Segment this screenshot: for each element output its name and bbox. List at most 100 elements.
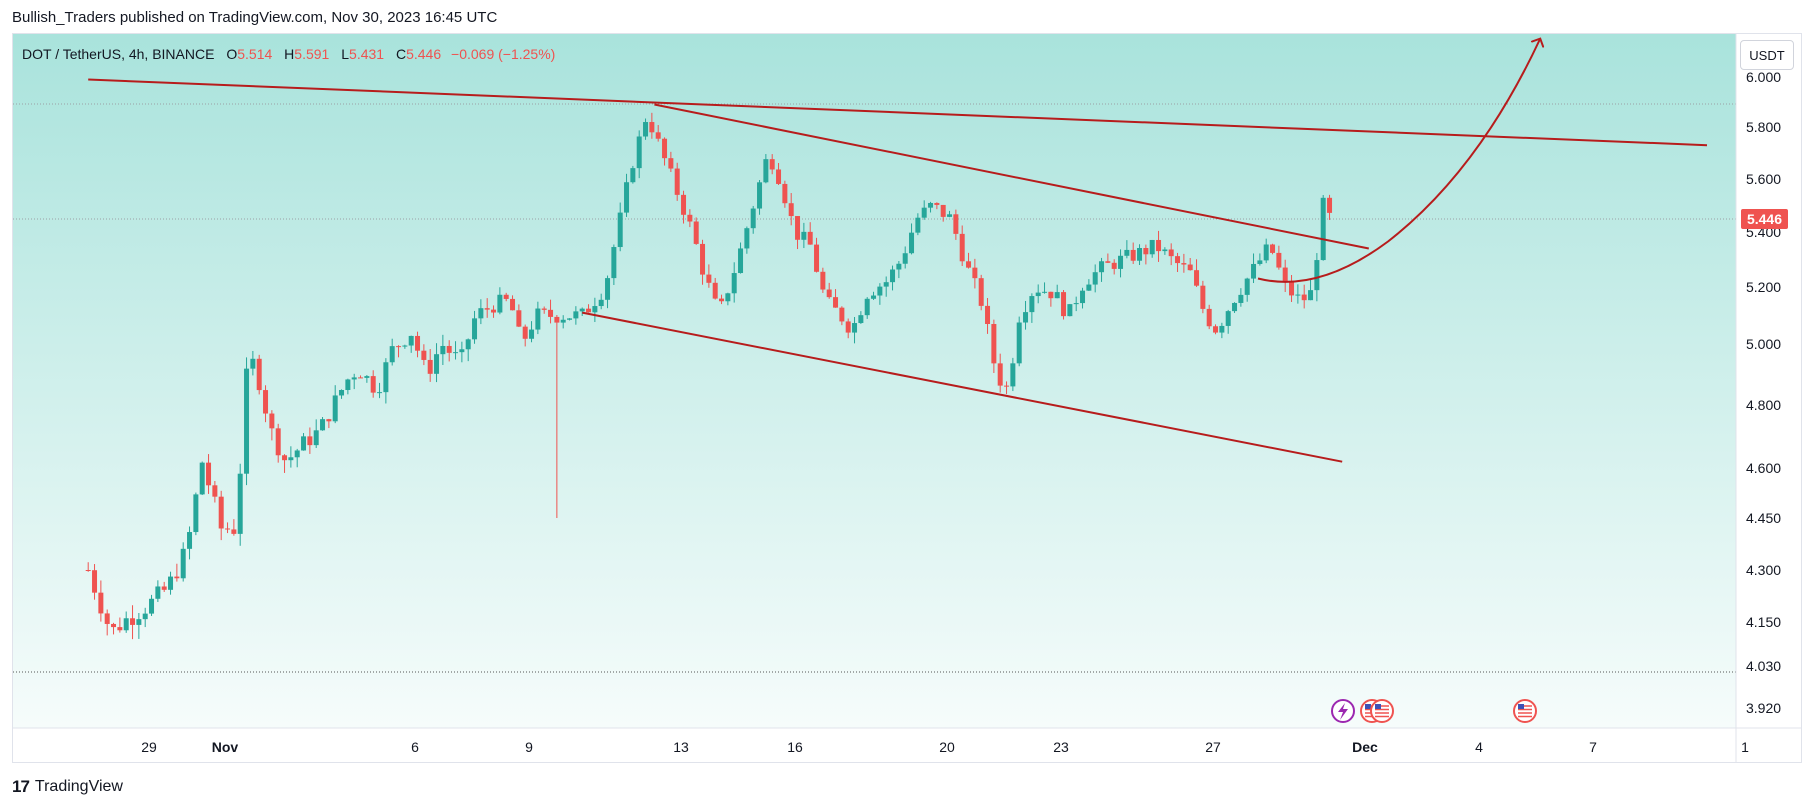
candle-body [1099, 261, 1105, 273]
candle-body [212, 485, 218, 497]
open-value: 5.514 [237, 46, 273, 62]
candle-body [624, 182, 630, 213]
price-tick-label: 4.800 [1746, 397, 1781, 413]
time-axis[interactable]: 29 Nov 6 9 13 16 20 23 27 Dec 4 7 1 [141, 739, 1749, 755]
plot-background [13, 34, 1736, 728]
candle-body [579, 308, 585, 312]
candle-body [187, 532, 193, 549]
candle-body [446, 345, 452, 353]
candle-body [1327, 197, 1333, 213]
candle-body [921, 207, 927, 218]
trendline [654, 103, 1369, 250]
candle-body [269, 413, 275, 429]
candle-body [782, 183, 788, 204]
price-axis[interactable]: 6.0005.8005.6005.4005.2005.0004.8004.600… [1746, 69, 1781, 716]
candle-body [871, 295, 877, 299]
candle-body [1130, 249, 1136, 261]
candle-body [693, 221, 699, 244]
price-tick-label: 5.200 [1746, 279, 1781, 295]
candle-body [972, 267, 978, 279]
candle-body [877, 286, 883, 296]
candle-body [1175, 256, 1181, 264]
candle-body [763, 159, 769, 183]
candle-body [351, 377, 357, 380]
tradingview-logo-icon: 17 [12, 777, 30, 796]
candle-body [180, 548, 186, 579]
candle-body [415, 335, 421, 351]
candle-body [712, 282, 718, 299]
candle-body [85, 570, 91, 571]
candle-body [573, 311, 579, 319]
candle-body [1194, 270, 1200, 286]
price-tick-label: 6.000 [1746, 69, 1781, 85]
candle-body [567, 318, 573, 320]
candle-body [453, 352, 459, 354]
candle-body [1048, 291, 1054, 299]
candle-body [1162, 249, 1168, 252]
lightning-bolt-icon [1338, 703, 1348, 720]
candle-body [592, 306, 598, 313]
candle-body [959, 233, 965, 262]
candle-body [244, 368, 250, 474]
price-tick-label: 5.800 [1746, 119, 1781, 135]
time-tick-label: Nov [212, 739, 239, 755]
us-flag-icon-canton [1365, 704, 1371, 709]
candle-body [136, 619, 142, 625]
brand-name: TradingView [34, 778, 123, 795]
currency-button[interactable]: USDT [1740, 40, 1794, 70]
candle-body [928, 202, 934, 208]
candle-body [655, 132, 661, 139]
candle-body [288, 457, 294, 461]
us-flag-icon-canton [1518, 704, 1524, 709]
candle-body [554, 316, 560, 323]
symbol-label: DOT / TetherUS, 4h, BINANCE [22, 46, 215, 62]
candle-body [826, 289, 832, 298]
candle-body [985, 305, 991, 324]
candle-body [1035, 292, 1041, 297]
candle-body [142, 613, 148, 620]
candle-body [174, 576, 180, 579]
footer-brand[interactable]: 17 TradingView [12, 777, 123, 797]
chart-frame [12, 33, 1802, 763]
close-value: 5.446 [406, 46, 442, 62]
candle-body [199, 462, 205, 495]
candle-body [1042, 291, 1048, 293]
last-price-tag: 5.446 [1741, 209, 1788, 229]
candle-body [991, 323, 997, 364]
candle-body [1251, 263, 1257, 279]
candle-body [674, 168, 680, 195]
candle-body [795, 216, 801, 240]
candle-body [1092, 272, 1098, 285]
candle-body [1168, 249, 1174, 257]
candle-body [1270, 244, 1276, 253]
candle-body [218, 496, 224, 529]
candle-body [909, 232, 915, 254]
candle-body [719, 298, 725, 302]
candle-body [294, 450, 300, 458]
price-tick-label: 5.600 [1746, 171, 1781, 187]
close-label: C [395, 46, 407, 62]
candle-body [611, 247, 617, 279]
candle-body [649, 122, 655, 133]
candle-body [769, 159, 775, 170]
candle-body [668, 158, 674, 169]
price-tick-label: 4.030 [1746, 658, 1781, 674]
candle-body [503, 294, 509, 299]
candle-body [978, 278, 984, 306]
candle-body [1301, 294, 1307, 301]
candle-body [934, 202, 940, 205]
candle-body [1149, 239, 1155, 255]
candle-body [1124, 249, 1130, 256]
candle-body [149, 598, 155, 614]
candle-body [98, 592, 104, 614]
candle-body [548, 309, 554, 317]
event-markers[interactable] [1331, 699, 1537, 723]
us-flag-icon [1513, 699, 1537, 723]
drawn-trendlines[interactable] [88, 40, 1708, 463]
candle-body [434, 354, 440, 374]
candle-body [864, 298, 870, 316]
candle-body [263, 390, 269, 414]
candle-body [1061, 292, 1067, 317]
candle-body [130, 618, 136, 625]
